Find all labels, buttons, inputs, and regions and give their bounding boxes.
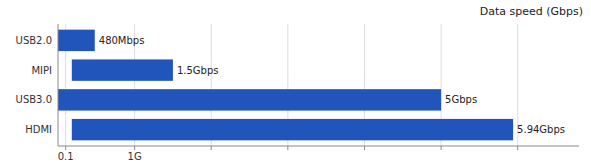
chart-container: 0.1 1G 480Mbps 1.5Gbps 5Gbps 5.94Gbps USB2.0 MI… (0, 0, 591, 166)
tick-mark (134, 146, 135, 150)
bars (58, 30, 513, 141)
tick-mark (211, 146, 212, 150)
x-tick-label: 1G (128, 151, 142, 162)
y-tick-label: MIPI (31, 65, 52, 76)
bar (72, 119, 513, 140)
bar (72, 59, 173, 80)
chart: 0.1 1G 480Mbps 1.5Gbps 5Gbps 5.94Gbps USB2.0 MI… (0, 0, 591, 166)
data-label: 5Gbps (445, 94, 477, 105)
tick-mark (517, 146, 518, 150)
tick-mark (364, 146, 365, 150)
tick-mark (287, 146, 288, 150)
x-tick-label: 0.1 (58, 151, 74, 162)
x-axis-line (58, 146, 579, 147)
data-label: 5.94Gbps (517, 124, 565, 135)
title: Data speed (Gbps) (480, 5, 583, 18)
bar (58, 89, 441, 110)
data-label: 1.5Gbps (177, 65, 219, 76)
bar (58, 30, 95, 51)
tick-mark (65, 146, 66, 150)
y-axis-line (58, 24, 59, 146)
y-tick-label: HDMI (25, 124, 52, 135)
data-label: 480Mbps (99, 35, 145, 46)
tick-mark (441, 146, 442, 150)
y-tick-label: USB2.0 (16, 35, 52, 46)
y-tick-label: USB3.0 (16, 94, 52, 105)
